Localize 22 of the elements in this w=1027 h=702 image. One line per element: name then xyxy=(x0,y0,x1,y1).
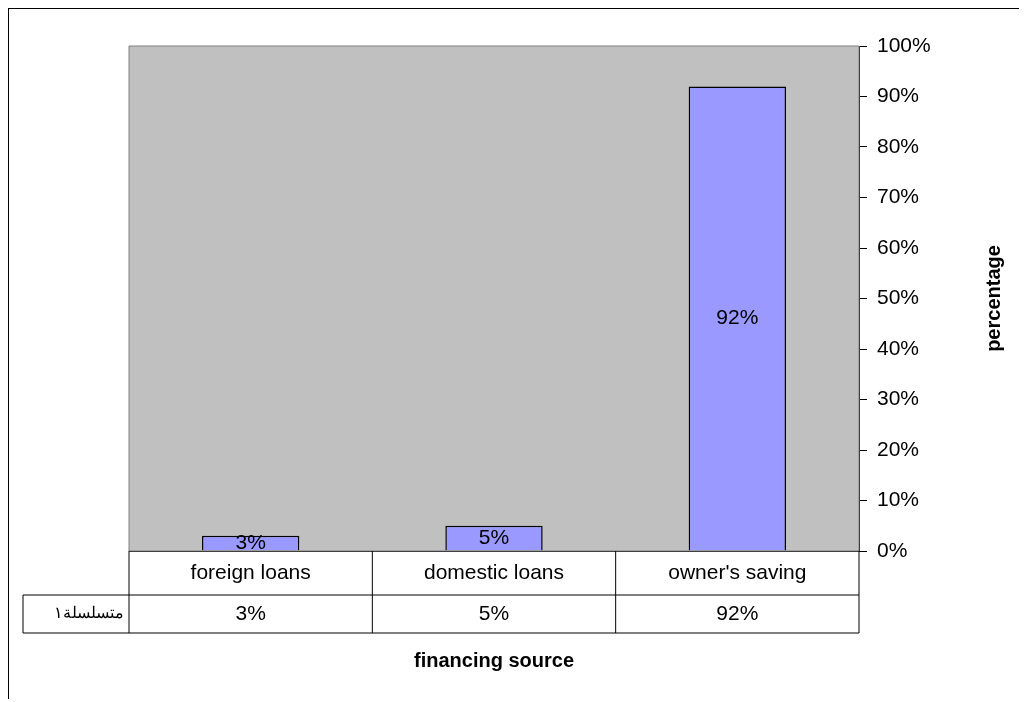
data-label: 92% xyxy=(716,600,759,624)
y-tick-label: 70% xyxy=(877,184,920,208)
y-tick-label: 60% xyxy=(877,234,920,258)
y-axis-title: percentage xyxy=(981,245,1004,352)
y-tick-label: 0% xyxy=(877,537,908,561)
y-tick-label: 90% xyxy=(877,83,920,107)
data-label: 5% xyxy=(478,600,510,624)
y-tick-label: 100% xyxy=(877,32,931,56)
x-tick-label: domestic loans xyxy=(423,560,565,584)
y-tick-label: 80% xyxy=(877,133,920,157)
x-tick-label: foreign loans xyxy=(190,560,311,584)
x-tick-label: owner's saving xyxy=(668,560,807,584)
y-tick-label: 50% xyxy=(877,285,920,309)
y-tick-label: 40% xyxy=(877,335,920,359)
y-tick-label: 20% xyxy=(877,436,920,460)
x-axis-title: financing source xyxy=(413,648,575,671)
text: 92% xyxy=(716,305,759,329)
text: متسلسلة١ xyxy=(54,604,124,622)
data-label: 3% xyxy=(235,600,266,624)
y-tick-label: 10% xyxy=(877,487,920,511)
y-tick-label: 30% xyxy=(877,386,920,410)
text: 5% xyxy=(478,525,510,549)
